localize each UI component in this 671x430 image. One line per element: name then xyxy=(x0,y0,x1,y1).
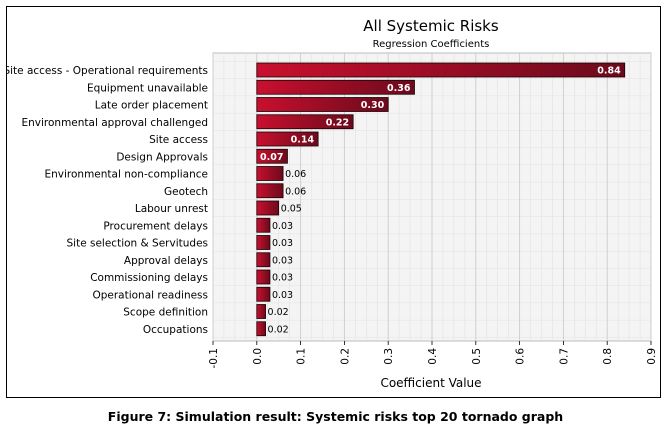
category-label: Geotech xyxy=(164,186,208,198)
category-label: Environmental approval challenged xyxy=(21,117,208,129)
category-label: Scope definition xyxy=(123,307,208,319)
chart-frame: Site access - Operational requirements 0.… xyxy=(6,6,661,398)
bar xyxy=(256,166,284,181)
category-label: Operational readiness xyxy=(92,289,208,301)
x-axis-label: Coefficient Value xyxy=(380,376,481,390)
bar xyxy=(256,269,271,285)
bar xyxy=(256,321,266,337)
data-label: 0.03 xyxy=(272,273,293,284)
data-label: 0.84 xyxy=(597,66,621,77)
category-label: Procurement delays xyxy=(103,220,208,232)
x-tick-label: 0.0 xyxy=(252,348,264,365)
bar xyxy=(256,62,626,78)
data-label: 0.03 xyxy=(272,290,293,301)
x-tick-label: 0.3 xyxy=(383,348,395,365)
category-label: Environmental non-compliance xyxy=(44,169,208,181)
data-label: 0.22 xyxy=(326,117,349,128)
bar xyxy=(256,148,288,164)
bar xyxy=(256,79,415,95)
bar xyxy=(256,235,271,250)
figure-caption: Figure 7: Simulation result: Systemic ri… xyxy=(107,409,564,424)
data-label: 0.07 xyxy=(260,152,283,163)
bar xyxy=(256,286,271,302)
category-label: Occupations xyxy=(143,324,208,336)
bar xyxy=(256,200,280,216)
data-label: 0.05 xyxy=(281,204,302,215)
x-tick-label: 0.8 xyxy=(602,348,614,365)
category-label: Equipment unavailable xyxy=(87,82,208,94)
data-label: 0.03 xyxy=(272,221,293,232)
x-tick-label: 0.1 xyxy=(296,348,308,365)
bar xyxy=(256,183,284,199)
data-label: 0.36 xyxy=(387,83,411,94)
category-label: Site access - Operational requirements xyxy=(7,65,208,77)
category-label: Site access xyxy=(149,134,208,146)
category-label: Site selection & Servitudes xyxy=(67,238,209,250)
category-label: Commissioning delays xyxy=(90,272,208,284)
tornado-chart: Site access - Operational requirements 0.… xyxy=(7,17,658,390)
x-tick-label: 0.5 xyxy=(471,348,483,365)
category-label: Design Approvals xyxy=(116,151,208,163)
bar xyxy=(256,304,266,319)
x-tick-label: 0.2 xyxy=(339,348,351,365)
category-label: Labour unrest xyxy=(135,203,208,215)
data-label: 0.30 xyxy=(361,100,385,111)
data-label: 0.14 xyxy=(291,135,315,146)
x-tick-label: -0.1 xyxy=(208,348,220,369)
data-label: 0.06 xyxy=(285,169,306,180)
category-label: Late order placement xyxy=(95,100,208,112)
data-label: 0.02 xyxy=(268,324,289,335)
data-label: 0.02 xyxy=(268,307,289,318)
bar xyxy=(256,131,319,147)
x-tick-label: 0.4 xyxy=(427,348,439,365)
bar xyxy=(256,217,271,233)
x-tick-label: 0.6 xyxy=(515,348,527,365)
data-label: 0.03 xyxy=(272,255,293,266)
x-tick-label: 0.9 xyxy=(646,348,658,365)
chart-title: All Systemic Risks xyxy=(363,17,499,35)
bar xyxy=(256,252,271,268)
bar xyxy=(256,97,389,112)
x-tick-label: 0.7 xyxy=(558,348,570,365)
bar xyxy=(256,114,354,130)
chart-subtitle: Regression Coefficients xyxy=(373,39,490,50)
data-label: 0.06 xyxy=(285,186,306,197)
category-label: Approval delays xyxy=(124,255,208,267)
data-label: 0.03 xyxy=(272,238,293,249)
